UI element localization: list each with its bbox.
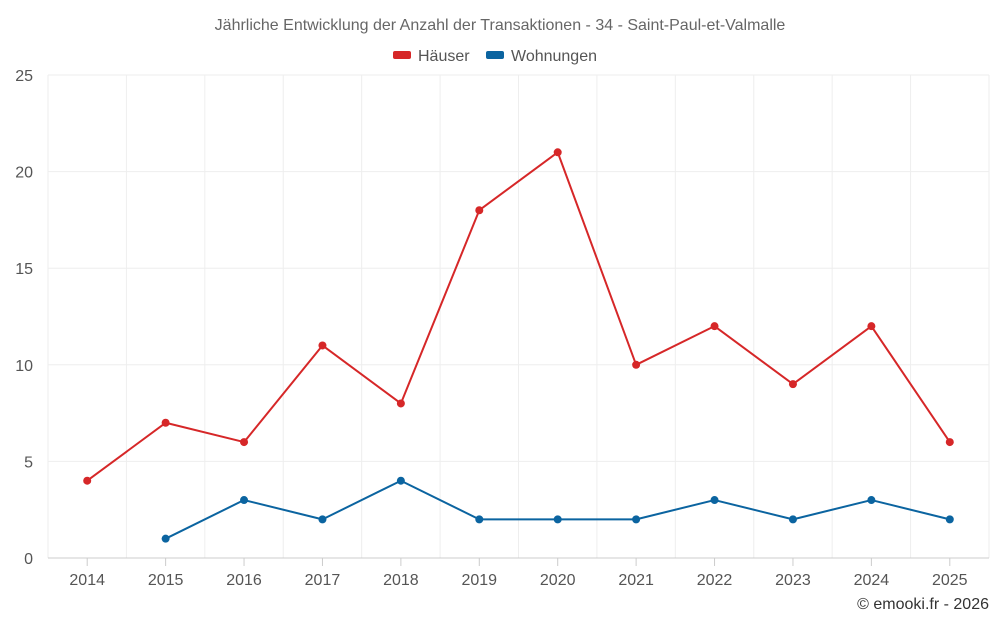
legend-item-hauser[interactable]: Häuser — [393, 48, 470, 65]
data-point-hauser[interactable] — [553, 148, 562, 157]
y-axis: 0 5 10 15 20 25 — [15, 68, 33, 568]
legend-label-wohnungen: Wohnungen — [511, 48, 597, 65]
x-tick-label: 2018 — [383, 572, 419, 589]
data-point-hauser[interactable] — [161, 418, 170, 427]
data-point-wohnungen[interactable] — [240, 496, 249, 505]
x-tick-label: 2019 — [461, 572, 497, 589]
x-tick-label: 2023 — [775, 572, 811, 589]
y-tick-label: 10 — [15, 358, 33, 375]
credit-text: © emooki.fr - 2026 — [857, 596, 989, 613]
series-line-hauser — [86, 151, 951, 482]
data-point-wohnungen[interactable] — [710, 496, 719, 505]
x-tick-label: 2020 — [540, 572, 576, 589]
data-point-hauser[interactable] — [475, 206, 484, 215]
data-point-hauser[interactable] — [710, 322, 719, 331]
data-point-wohnungen[interactable] — [788, 515, 797, 524]
y-tick-label: 20 — [15, 165, 33, 182]
data-point-hauser[interactable] — [945, 438, 954, 447]
data-point-hauser[interactable] — [788, 380, 797, 389]
y-tick-label: 0 — [24, 551, 33, 568]
data-point-hauser[interactable] — [632, 360, 641, 369]
legend-swatch-hauser — [393, 51, 411, 59]
y-tick-label: 5 — [24, 454, 33, 471]
x-tick-label: 2016 — [226, 572, 262, 589]
series-group — [83, 148, 954, 543]
data-point-hauser[interactable] — [240, 438, 249, 447]
x-tick-label: 2014 — [69, 572, 105, 589]
legend: Häuser Wohnungen — [393, 48, 597, 65]
data-point-wohnungen[interactable] — [475, 515, 484, 524]
legend-item-wohnungen[interactable]: Wohnungen — [486, 48, 597, 65]
y-tick-label: 25 — [15, 68, 33, 85]
data-point-hauser[interactable] — [318, 341, 327, 350]
data-point-wohnungen[interactable] — [396, 476, 405, 485]
data-point-wohnungen[interactable] — [632, 515, 641, 524]
legend-swatch-wohnungen — [486, 51, 504, 59]
y-tick-label: 15 — [15, 261, 33, 278]
x-tick-label: 2022 — [697, 572, 733, 589]
x-tick-label: 2025 — [932, 572, 968, 589]
data-point-hauser[interactable] — [396, 399, 405, 408]
data-point-hauser[interactable] — [867, 322, 876, 331]
data-point-wohnungen[interactable] — [553, 515, 562, 524]
data-point-wohnungen[interactable] — [161, 534, 170, 543]
legend-label-hauser: Häuser — [418, 48, 470, 65]
x-tick-label: 2015 — [148, 572, 184, 589]
x-axis: 2014 2015 2016 2017 2018 2019 2020 2021 2022 2023… — [69, 558, 968, 589]
grid — [47, 74, 990, 559]
data-point-wohnungen[interactable] — [945, 515, 954, 524]
data-point-hauser[interactable] — [83, 476, 92, 485]
x-tick-label: 2021 — [618, 572, 654, 589]
data-point-wohnungen[interactable] — [318, 515, 327, 524]
data-point-wohnungen[interactable] — [867, 496, 876, 505]
x-tick-label: 2024 — [854, 572, 890, 589]
chart-title: Jährliche Entwicklung der Anzahl der Tra… — [215, 17, 786, 34]
x-tick-label: 2017 — [305, 572, 341, 589]
